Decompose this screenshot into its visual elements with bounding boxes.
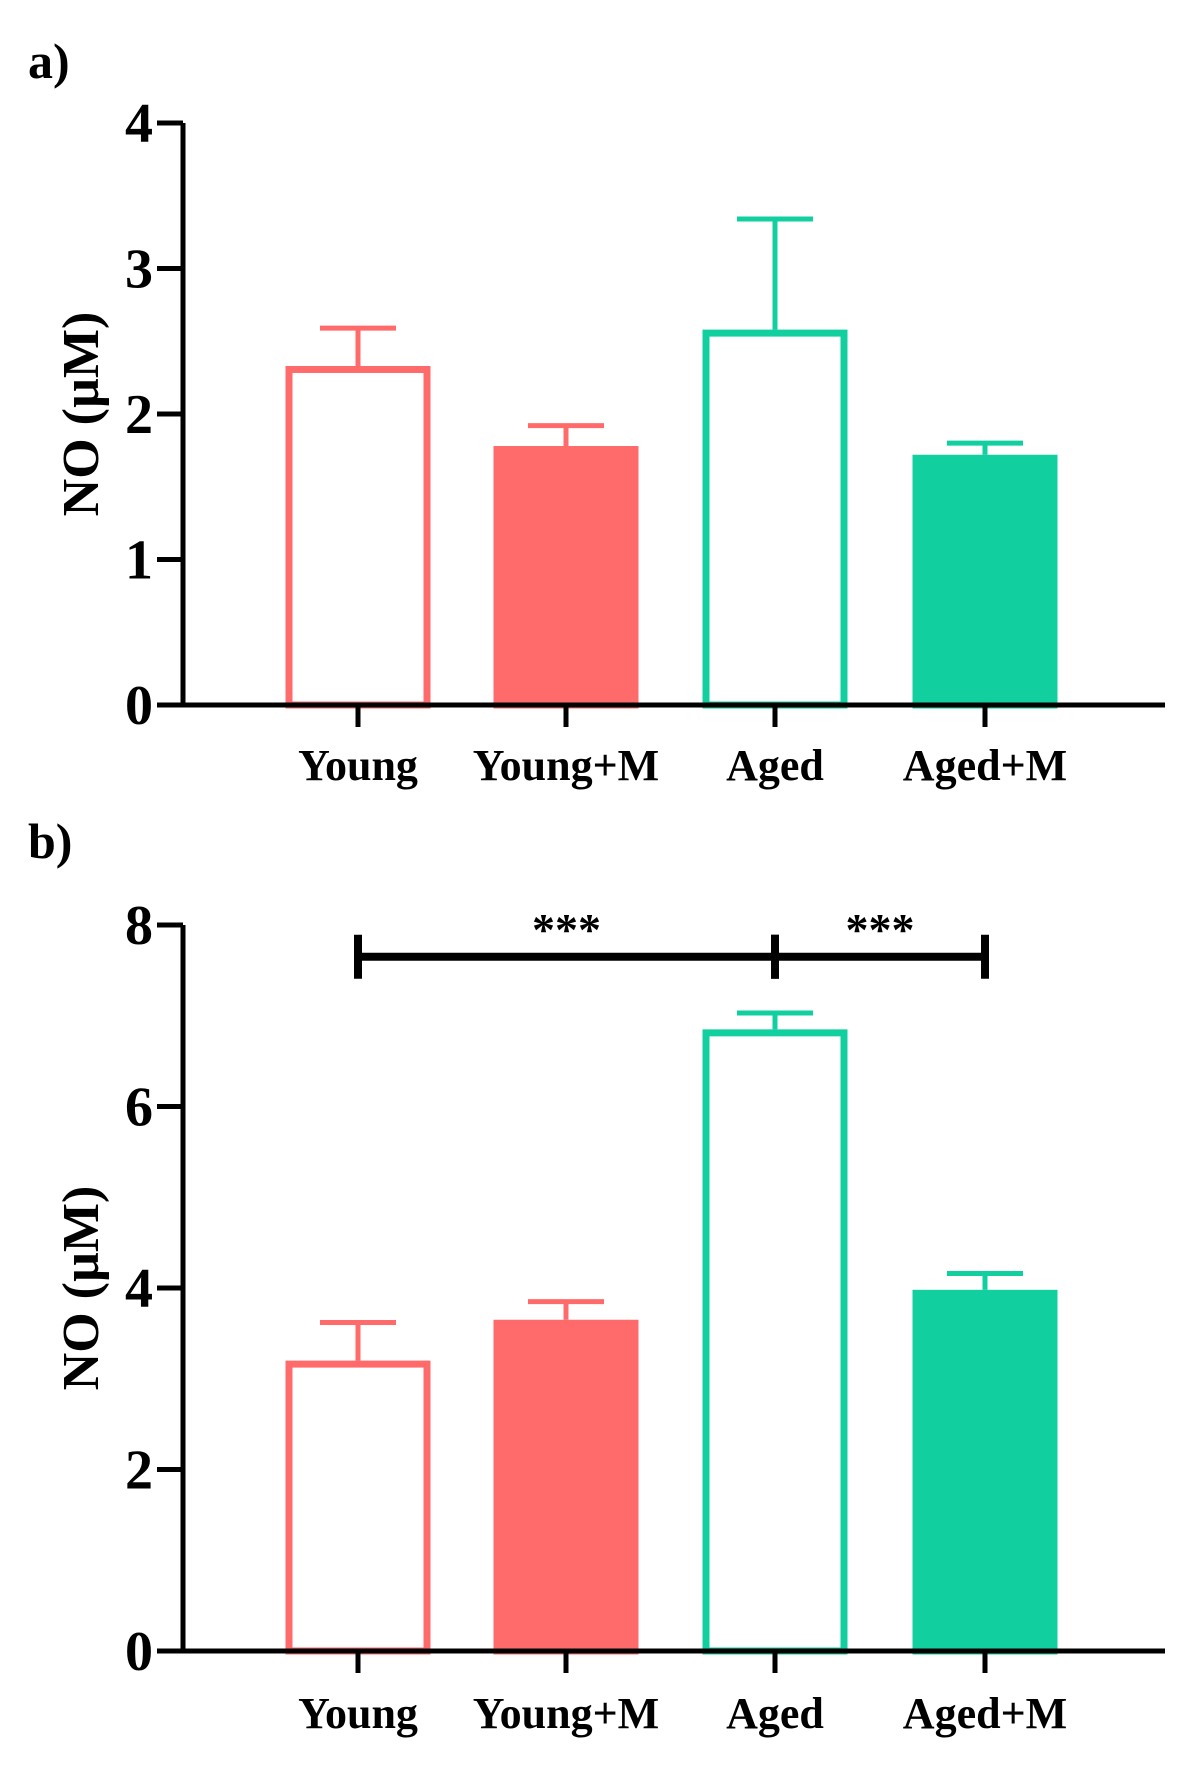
significance-label: *** [532, 904, 601, 955]
panel-label: a) [28, 33, 70, 89]
y-tick-label: 3 [125, 239, 153, 301]
chart-panel-1: b) NO (µM) 0 2 4 6 8 Young Young+M Aged Aged+M *** *… [28, 813, 1165, 1738]
y-axis-label: NO (µM) [53, 1186, 110, 1391]
bar-young-plus-m [493, 446, 639, 709]
panel-label: b) [28, 813, 72, 869]
x-tick-label: Aged [726, 741, 824, 790]
x-tick-label: Aged+M [903, 1689, 1067, 1738]
y-tick-label: 4 [125, 1258, 153, 1320]
x-tick-label: Young [298, 741, 418, 790]
y-tick-label: 0 [125, 675, 153, 737]
x-tick-label: Aged+M [903, 741, 1067, 790]
x-tick-label: Young [298, 1689, 418, 1738]
bar-aged-plus-m [912, 1289, 1058, 1655]
y-tick-label: 4 [125, 93, 153, 155]
bar-aged [702, 1029, 848, 1655]
bar-young [285, 1360, 431, 1655]
y-axis-label: NO (µM) [53, 312, 110, 517]
bar-aged [702, 329, 848, 709]
y-tick-label: 2 [125, 1440, 153, 1502]
bar-young-plus-m [493, 1319, 639, 1655]
x-tick-label: Young+M [473, 1689, 659, 1738]
y-tick-label: 0 [125, 1621, 153, 1683]
chart-panel-0: a) NO (µM) 0 1 2 3 4 Young Young+M Aged Aged+M [28, 33, 1165, 790]
y-tick-label: 6 [125, 1077, 153, 1139]
bar-young [285, 365, 431, 709]
bar-aged-plus-m [912, 454, 1058, 709]
y-tick-label: 2 [125, 384, 153, 446]
significance-label: *** [846, 904, 915, 955]
x-tick-label: Young+M [473, 741, 659, 790]
x-tick-label: Aged [726, 1689, 824, 1738]
y-tick-label: 8 [125, 895, 153, 957]
y-tick-label: 1 [125, 530, 153, 592]
